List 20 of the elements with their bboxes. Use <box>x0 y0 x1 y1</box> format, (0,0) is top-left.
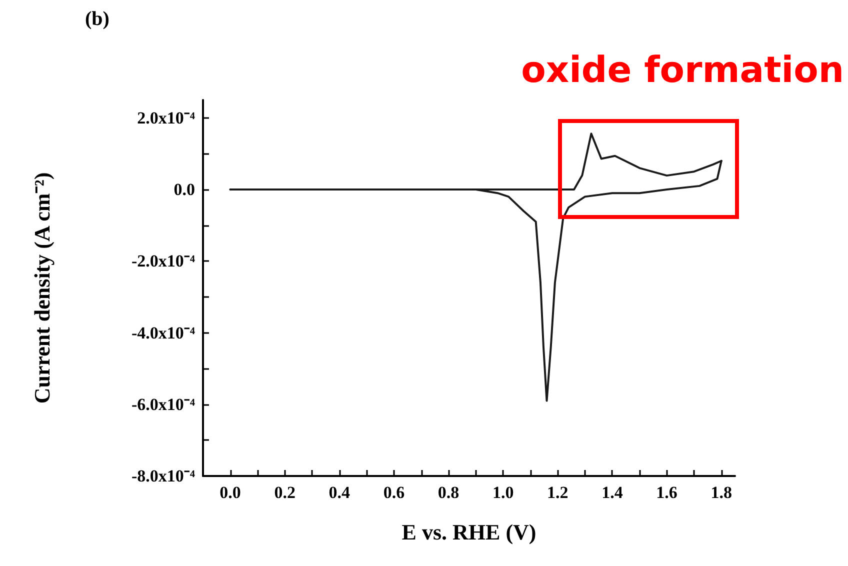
x-tick-label: 0.6 <box>383 483 405 502</box>
x-tick-label: 1.8 <box>710 483 732 502</box>
y-tick-label: 2.0x10⁻⁴ <box>137 108 195 128</box>
x-tick-label: 0.4 <box>328 483 351 502</box>
y-tick-label: -8.0x10⁻⁴ <box>131 466 195 486</box>
x-tick-label: 0.8 <box>438 483 460 502</box>
chart-title: (b) <box>85 8 110 30</box>
y-tick-label: -6.0x10⁻⁴ <box>131 394 195 414</box>
x-axis-title: E vs. RHE (V) <box>402 520 536 544</box>
y-tick-label: -4.0x10⁻⁴ <box>131 323 195 342</box>
x-tick-label: 1.6 <box>656 483 678 502</box>
x-tick-label: 1.2 <box>547 483 568 502</box>
x-tick-label: 0.2 <box>274 483 296 502</box>
y-tick-label: -2.0x10⁻⁴ <box>131 252 195 271</box>
x-tick-label: 1.4 <box>602 483 624 502</box>
y-tick-label: 0.0 <box>174 180 195 200</box>
y-axis-title: Current density (A cm⁻²) <box>30 172 54 404</box>
x-tick-label: 1.0 <box>492 483 514 502</box>
text: oxide formation <box>521 50 844 91</box>
x-tick-label: 0.0 <box>220 483 241 502</box>
